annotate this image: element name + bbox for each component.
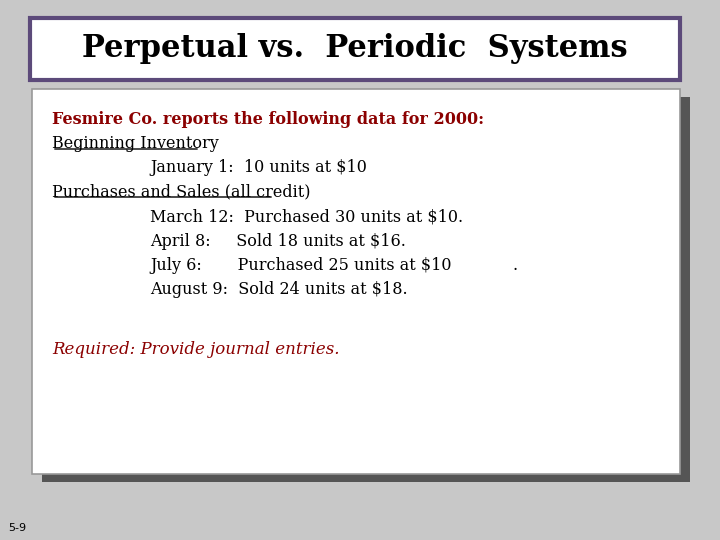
Text: Perpetual vs.  Periodic  Systems: Perpetual vs. Periodic Systems <box>82 33 628 64</box>
Text: Purchases and Sales (all credit): Purchases and Sales (all credit) <box>52 184 310 200</box>
Text: Beginning Inventory: Beginning Inventory <box>52 136 219 152</box>
Text: January 1:  10 units at $10: January 1: 10 units at $10 <box>150 159 367 177</box>
Text: April 8:     Sold 18 units at $16.: April 8: Sold 18 units at $16. <box>150 233 406 249</box>
Text: 5-9: 5-9 <box>8 523 26 533</box>
Text: Fesmire Co. reports the following data for 2000:: Fesmire Co. reports the following data f… <box>52 111 484 129</box>
Text: March 12:  Purchased 30 units at $10.: March 12: Purchased 30 units at $10. <box>150 208 463 226</box>
FancyBboxPatch shape <box>30 18 680 80</box>
Text: August 9:  Sold 24 units at $18.: August 9: Sold 24 units at $18. <box>150 280 408 298</box>
Text: July 6:       Purchased 25 units at $10            .: July 6: Purchased 25 units at $10 . <box>150 256 518 273</box>
FancyBboxPatch shape <box>42 97 690 482</box>
Text: Required: Provide journal entries.: Required: Provide journal entries. <box>52 341 340 359</box>
FancyBboxPatch shape <box>32 89 680 474</box>
